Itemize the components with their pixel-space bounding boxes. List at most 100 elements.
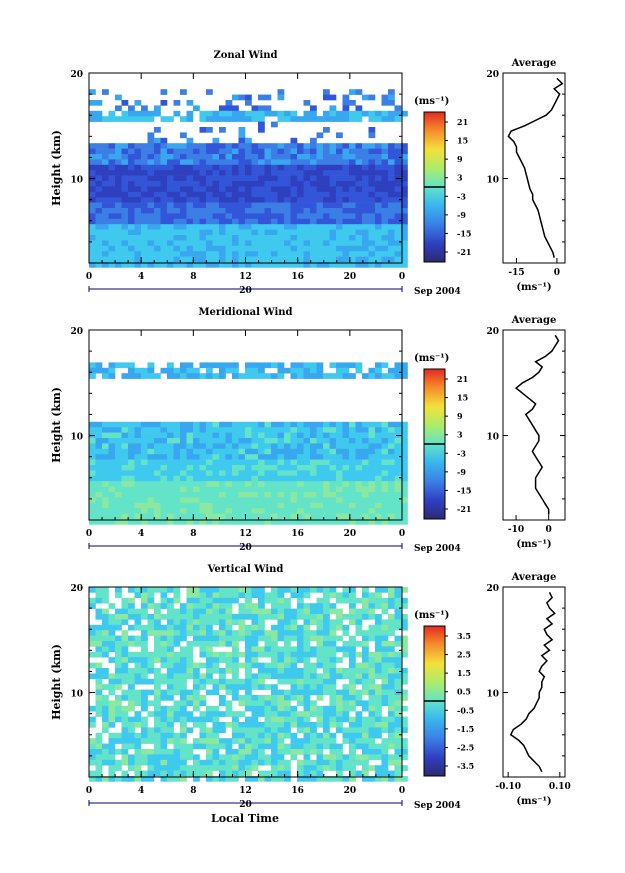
heatmap-cell <box>160 481 168 487</box>
heatmap-cell <box>141 508 148 514</box>
heatmap-cell <box>355 262 363 268</box>
heatmap-cell <box>206 497 213 504</box>
heatmap-cell <box>232 229 239 236</box>
heatmap-cell <box>173 513 181 520</box>
heatmap-cell <box>95 218 103 225</box>
heatmap-cell <box>160 454 168 460</box>
heatmap-cell <box>401 722 408 728</box>
heatmap-cell <box>102 116 109 122</box>
heatmap-cell <box>277 181 285 187</box>
heatmap-cell <box>297 624 304 631</box>
heatmap-cell <box>154 614 161 620</box>
heatmap-cell <box>186 137 194 144</box>
heatmap-cell <box>121 164 129 171</box>
heatmap-cell <box>199 154 207 160</box>
heatmap-cell <box>316 432 324 439</box>
heatmap-cell <box>336 705 343 712</box>
heatmap-cell <box>95 630 103 636</box>
heatmap-cell <box>186 502 194 509</box>
heatmap-cell <box>290 492 298 498</box>
heatmap-cell <box>147 164 155 171</box>
x-tick-label: 16 <box>291 272 304 282</box>
heatmap-cell <box>108 454 116 460</box>
heatmap-cell <box>336 432 343 439</box>
heatmap-cell <box>121 646 129 653</box>
heatmap-cell <box>355 116 363 122</box>
heatmap-cell <box>245 235 252 241</box>
heatmap-cell <box>394 470 402 477</box>
heatmap-cell <box>89 459 96 466</box>
heatmap-cell <box>141 754 148 761</box>
heatmap-cell <box>277 362 285 369</box>
heatmap-cell <box>329 256 337 263</box>
heatmap-cell <box>368 502 376 509</box>
heatmap-cell <box>381 657 389 663</box>
heatmap-cell <box>160 116 168 122</box>
heatmap-cell <box>212 191 220 198</box>
heatmap-cell <box>323 448 330 455</box>
heatmap-cell <box>199 256 207 263</box>
heatmap-cell <box>89 587 96 593</box>
heatmap-cell <box>141 635 148 642</box>
heatmap-cell <box>355 256 363 263</box>
heatmap-cell <box>355 732 363 739</box>
heatmap-cell <box>401 240 408 247</box>
heatmap-cell <box>368 213 376 220</box>
heatmap-cell <box>342 421 350 428</box>
heatmap-cell <box>362 465 369 471</box>
heatmap-cell <box>128 175 135 182</box>
heatmap-cell <box>251 164 259 171</box>
heatmap-cell <box>199 684 207 690</box>
heatmap-cell <box>388 738 395 744</box>
heatmap-cell <box>342 776 350 782</box>
heatmap-cell <box>271 191 278 198</box>
heatmap-cell <box>264 470 272 477</box>
heatmap-cell <box>245 202 252 209</box>
heatmap-cell <box>173 454 181 460</box>
heatmap-cell <box>277 373 285 379</box>
heatmap-cell <box>323 202 330 209</box>
heatmap-cell <box>271 597 278 604</box>
heatmap-cell <box>160 208 168 214</box>
heatmap-cell <box>394 749 402 755</box>
heatmap-cell <box>219 251 226 257</box>
heatmap-cell <box>323 635 330 642</box>
heatmap-cell <box>186 262 194 268</box>
heatmap-cell <box>147 224 155 230</box>
heatmap-cell <box>277 662 285 669</box>
heatmap-cell <box>115 492 122 498</box>
heatmap-cell <box>108 208 116 214</box>
heatmap-cell <box>147 508 155 514</box>
heatmap-cell <box>375 164 382 171</box>
heatmap-cell <box>323 127 330 133</box>
heatmap-cell <box>284 587 291 593</box>
heatmap-cell <box>147 597 155 604</box>
heatmap-cell <box>212 684 220 690</box>
heatmap-cell <box>225 235 233 241</box>
heatmap-cell <box>329 624 337 631</box>
heatmap-cell <box>180 614 187 620</box>
heatmap-cell <box>401 502 408 509</box>
heatmap-cell <box>128 256 135 263</box>
heatmap-cell <box>115 619 122 626</box>
heatmap-cell <box>381 262 389 268</box>
heatmap-cell <box>290 191 298 198</box>
heatmap-cell <box>238 191 246 198</box>
heatmap-cell <box>232 470 239 477</box>
heatmap-cell <box>258 470 265 477</box>
heatmap-cell <box>232 597 239 604</box>
heatmap-cell <box>290 732 298 739</box>
heatmap-cell <box>329 213 337 220</box>
heatmap-cell <box>342 465 350 471</box>
heatmap-cell <box>232 738 239 744</box>
x-tick-label: 20 <box>344 272 357 282</box>
heatmap-cell <box>336 716 343 723</box>
heatmap-cell <box>401 235 408 241</box>
heatmap-cell <box>323 603 330 609</box>
heatmap-cell <box>277 148 285 155</box>
heatmap-cell <box>362 373 369 379</box>
heatmap-cell <box>102 759 109 766</box>
heatmap-cell <box>290 749 298 755</box>
heatmap-cell <box>102 705 109 712</box>
heatmap-cell <box>102 492 109 498</box>
